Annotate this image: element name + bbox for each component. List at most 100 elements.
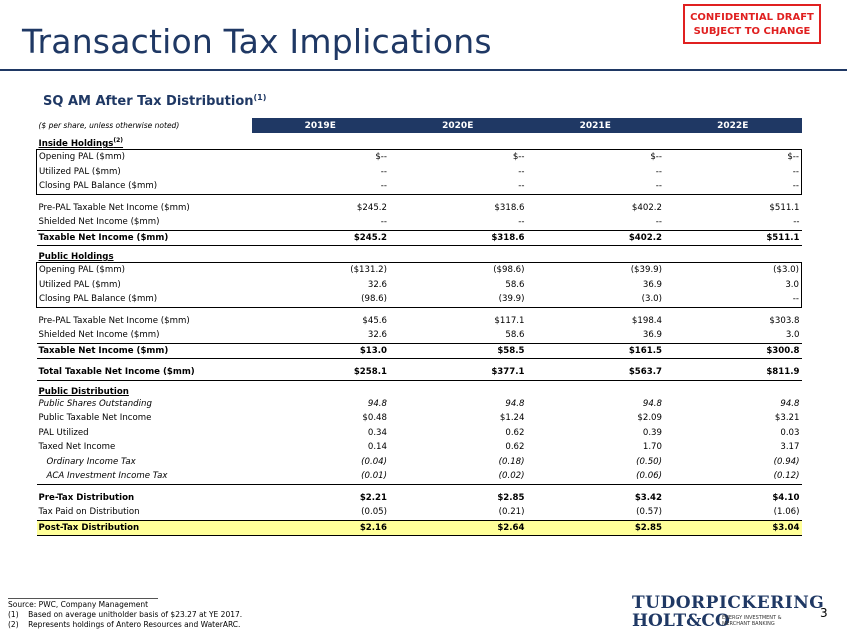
cell-value: -- [664, 164, 802, 179]
table-row-total: Taxable Net Income ($mm) $13.0 $58.5 $16… [36, 342, 802, 359]
cell-value: $511.1 [769, 202, 800, 213]
cell-value: $2.21 [359, 492, 387, 503]
cell-value: $2.64 [389, 519, 527, 536]
cell-value: $-- [664, 149, 802, 165]
inside-rows: Opening PAL ($mm) $-- $-- $-- $-- Utiliz… [36, 149, 802, 246]
cell-value: $258.1 [251, 365, 389, 381]
cell-value: (0.94) [773, 456, 800, 467]
cell-value: $13.0 [251, 342, 389, 359]
section-footnote: (2) [113, 137, 124, 145]
cell-value: $402.2 [526, 229, 664, 246]
cell-value: $3.42 [634, 492, 662, 503]
footnotes: Source: PWC, Company Management (1) Base… [8, 600, 242, 630]
cell-value: $-- [526, 149, 664, 165]
table-row: ACA Investment Income Tax (0.01) (0.02) … [36, 469, 802, 485]
table-row: PAL Utilized 0.34 0.62 0.39 0.03 [37, 426, 802, 441]
cell-value: 0.34 [367, 427, 387, 438]
table-row: Taxed Net Income 0.14 0.62 1.70 3.17 [37, 440, 802, 455]
cell-value: -- [518, 166, 525, 177]
cell-value: $-- [389, 149, 527, 165]
cell-value: $198.4 [631, 315, 662, 326]
table-row: Closing PAL Balance ($mm) -- -- -- -- [36, 179, 802, 195]
cell-value: $161.5 [526, 342, 664, 359]
table-row: Opening PAL ($mm) $-- $-- $-- $-- [36, 149, 802, 165]
company-logo: TUDORPICKERING HOLT&CO ENERGY INVESTMENT… [632, 593, 824, 633]
cell-value: 3.0 [664, 277, 802, 292]
cell-value: $402.2 [631, 202, 662, 213]
confidential-line-2: SUBJECT TO CHANGE [693, 26, 811, 37]
cell-value: $4.10 [772, 492, 800, 503]
cell-value: $300.8 [664, 342, 802, 359]
logo-line-2: HOLT&CO [632, 611, 730, 631]
section-header-distribution: Public Distribution [37, 380, 802, 397]
table-row: Closing PAL Balance ($mm) (98.6) (39.9) … [36, 292, 802, 308]
cell-value: ($131.2) [251, 262, 389, 278]
cell-value: 94.8 [642, 398, 662, 409]
year-header: 2022E [664, 118, 802, 133]
cell-value: 3.17 [780, 442, 800, 453]
cell-value: 58.6 [505, 279, 525, 290]
footnote-2: (2) Represents holdings of Antero Resour… [8, 620, 241, 629]
cell-value: $563.7 [526, 365, 664, 381]
cell-value: $3.04 [664, 519, 802, 536]
cell-value: $245.2 [251, 229, 389, 246]
row-label: PAL Utilized [38, 427, 89, 438]
table-row: Utilized PAL ($mm) -- -- -- -- [36, 164, 802, 179]
row-label: Utilized PAL ($mm) [36, 164, 252, 179]
public-rows: Opening PAL ($mm) ($131.2) ($98.6) ($39.… [36, 262, 802, 359]
confidential-badge: CONFIDENTIAL DRAFT SUBJECT TO CHANGE [683, 4, 821, 44]
source-note: Source: PWC, Company Management [8, 600, 149, 609]
cell-value: 3.0 [785, 330, 800, 341]
table-subtitle: SQ AM After Tax Distribution(1) [43, 93, 266, 109]
cell-value: 0.03 [780, 427, 800, 438]
cell-value: -- [251, 179, 389, 195]
cell-value: -- [389, 179, 527, 195]
cell-value: (0.04) [361, 456, 387, 467]
row-label: Shielded Net Income ($mm) [38, 330, 160, 341]
cell-value: 0.62 [505, 427, 525, 438]
cell-value: -- [380, 217, 387, 228]
row-label: Pre-Tax Distribution [38, 492, 135, 503]
cell-value: $2.09 [637, 413, 662, 424]
distribution-rows: Public Shares Outstanding 94.8 94.8 94.8… [36, 397, 802, 536]
row-label: Taxed Net Income [38, 442, 116, 453]
cell-value: $2.16 [251, 519, 389, 536]
cell-value: $0.48 [362, 413, 387, 424]
row-label: Shielded Net Income ($mm) [38, 217, 160, 228]
row-label: Total Taxable Net Income ($mm) [36, 365, 252, 381]
cell-value: $511.1 [664, 229, 802, 246]
cell-value: $303.8 [769, 315, 800, 326]
cell-value: (0.01) [251, 469, 389, 485]
cell-value: $318.6 [494, 202, 525, 213]
logo-tag-2: MERCHANT BANKING [722, 621, 775, 627]
table-row: Pre-PAL Taxable Net Income ($mm) $245.2 … [37, 201, 802, 216]
row-label: Public Shares Outstanding [38, 398, 152, 409]
subtitle-text: SQ AM After Tax Distribution [43, 94, 254, 109]
cell-value: $117.1 [494, 315, 525, 326]
cell-value: $3.21 [774, 413, 800, 424]
cell-value: $1.24 [499, 413, 525, 424]
cell-value: (39.9) [389, 292, 527, 308]
cell-value: (0.02) [389, 469, 527, 485]
cell-value: -- [655, 166, 662, 177]
year-header: 2020E [389, 118, 527, 133]
header-row: ($ per share, unless otherwise noted) 20… [36, 118, 802, 133]
cell-value: $318.6 [389, 229, 527, 246]
cell-value: -- [664, 292, 802, 308]
row-label: Closing PAL Balance ($mm) [36, 179, 252, 195]
row-label: Closing PAL Balance ($mm) [36, 292, 252, 308]
page-number: 3 [820, 606, 828, 620]
cell-value: (0.57) [636, 507, 662, 518]
year-header: 2019E [251, 118, 389, 133]
row-label: Opening PAL ($mm) [36, 262, 252, 278]
row-label: Taxable Net Income ($mm) [36, 229, 252, 246]
page-title: Transaction Tax Implications [22, 22, 492, 61]
cell-value: (98.6) [251, 292, 389, 308]
table-row: Shielded Net Income ($mm) -- -- -- -- [37, 215, 802, 230]
cell-value: $45.6 [362, 315, 387, 326]
row-label: Utilized PAL ($mm) [36, 277, 252, 292]
cell-value: 58.6 [505, 330, 525, 341]
table-row: Public Shares Outstanding 94.8 94.8 94.8… [37, 397, 802, 412]
row-label: Pre-PAL Taxable Net Income ($mm) [38, 315, 190, 326]
tax-table: ($ per share, unless otherwise noted) 20… [36, 118, 802, 536]
